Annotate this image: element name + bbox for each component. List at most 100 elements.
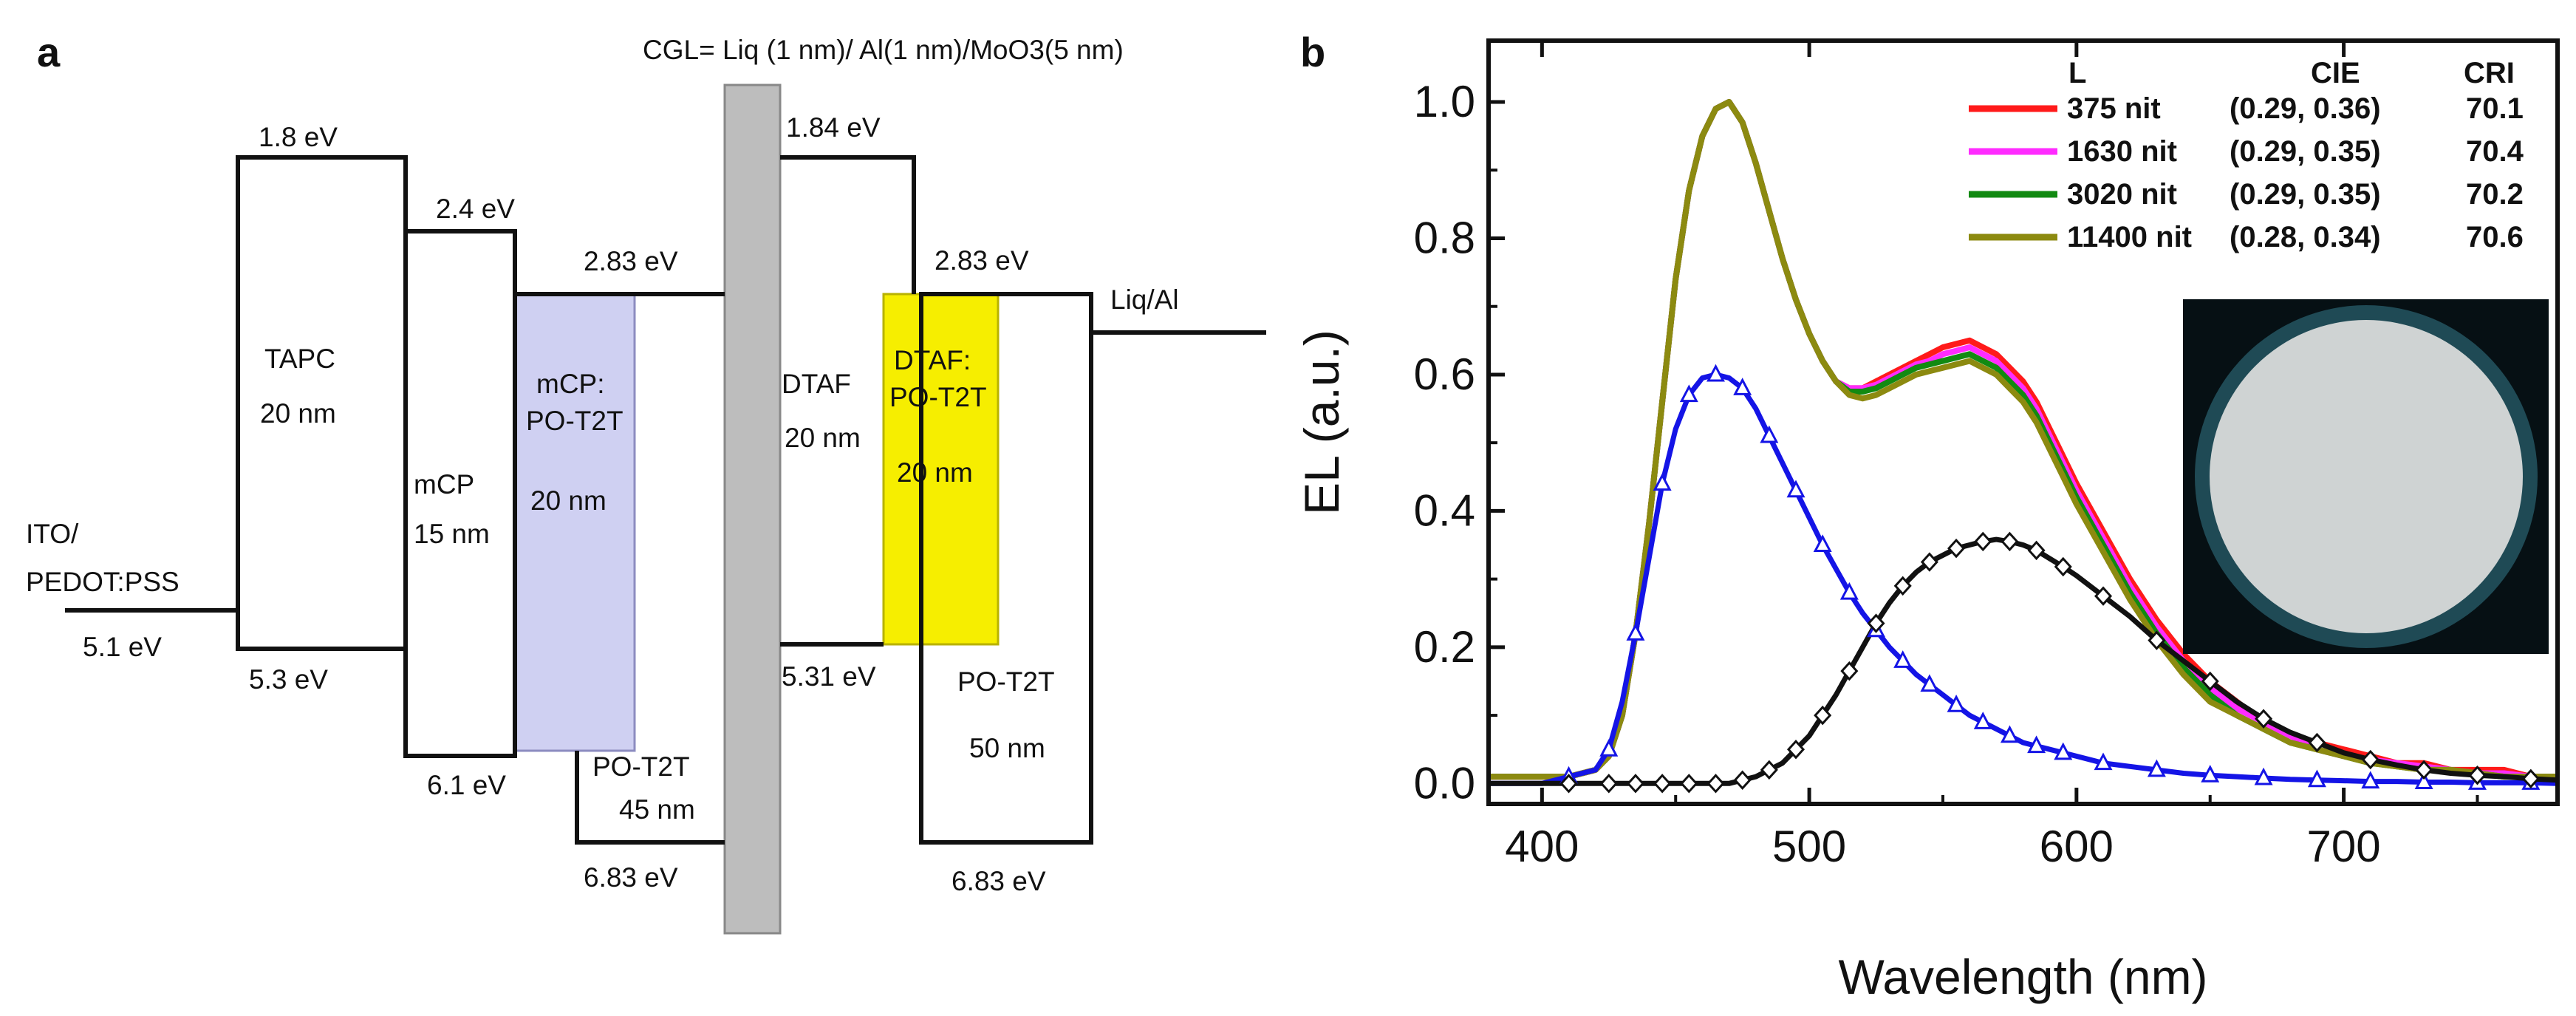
legend-cri-1: 70.4 (2466, 135, 2524, 168)
blue-eml-block (513, 293, 636, 752)
dtaf-thickness: 20 nm (785, 423, 861, 453)
series-marker-5 (1760, 760, 1778, 780)
series-marker-5 (1706, 774, 1725, 794)
series-marker-4 (2000, 725, 2019, 743)
mcp-layer (403, 229, 517, 758)
mcp-lumo-label: 2.4 eV (436, 194, 515, 224)
series-marker-4 (1920, 674, 1939, 692)
series-marker-4 (2201, 765, 2220, 783)
series-marker-5 (1786, 739, 1805, 760)
blue-eml-thickness: 20 nm (530, 485, 607, 516)
pot2t2-thickness: 50 nm (969, 733, 1045, 763)
pot2t2-homo-label: 6.83 eV (952, 866, 1046, 896)
x-axis-label: Wavelength (nm) (1838, 949, 2207, 1004)
series-marker-5 (1974, 531, 1992, 552)
blue-eml-label-2: PO-T2T (526, 406, 623, 436)
series-marker-4 (1706, 364, 1725, 382)
y-tick-label-0: 0.0 (1414, 758, 1475, 808)
panel-a-letter: a (37, 29, 61, 75)
series-marker-5 (1559, 774, 1578, 794)
series-marker-5 (2361, 749, 2379, 770)
series-marker-4 (1893, 650, 1913, 668)
series-marker-4 (1653, 473, 1672, 491)
series-marker-5 (1840, 661, 1859, 681)
pot2t2-lumo-label: 2.83 eV (935, 245, 1029, 276)
yellow-eml-thickness: 20 nm (897, 457, 973, 488)
legend-luminance-1: 1630 nit (2067, 135, 2177, 168)
plot-lines (1489, 99, 2558, 786)
series-marker-4 (2414, 771, 2433, 789)
series-marker-4 (1626, 623, 1645, 641)
series-marker-5 (1814, 705, 1832, 726)
x-tick-label-1: 500 (1772, 822, 1846, 871)
series-marker-5 (2308, 732, 2326, 753)
series-marker-5 (1733, 770, 1752, 790)
series-marker-4 (2307, 769, 2326, 788)
series-marker-4 (2094, 752, 2113, 771)
cgl-label: CGL= Liq (1 nm)/ Al(1 nm)/MoO3(5 nm) (643, 35, 1124, 65)
blue-eml-label-1: mCP: (536, 369, 605, 399)
x-tick-label-2: 600 (2040, 822, 2114, 871)
dtaf-name: DTAF (782, 369, 851, 399)
series-marker-5 (1653, 774, 1672, 794)
series-marker-5 (1680, 774, 1698, 794)
dtaf-lumo (780, 155, 916, 294)
legend-header-cri: CRI (2464, 57, 2515, 89)
series-marker-5 (1599, 774, 1618, 794)
legend: L CIE CRI 375 nit (0.29, 0.36) 70.1 1630 ni… (1969, 57, 2524, 253)
x-tick-label-3: 700 (2307, 822, 2381, 871)
mcp-name: mCP (414, 469, 474, 500)
series-marker-4 (1760, 425, 1779, 443)
legend-luminance-3: 11400 nit (2067, 221, 2192, 253)
ito-label-1: ITO/ (26, 519, 79, 549)
legend-cri-3: 70.6 (2466, 221, 2524, 253)
series-marker-4 (1973, 712, 1992, 729)
x-tick-label-0: 400 (1505, 822, 1579, 871)
legend-rows: 375 nit (0.29, 0.36) 70.1 1630 nit (0.29, 0.… (1969, 92, 2524, 253)
series-marker-5 (2521, 768, 2540, 789)
legend-header-l: L (2068, 57, 2086, 89)
series-marker-4 (2361, 771, 2380, 789)
inset-emitting-disk (2210, 320, 2523, 633)
y-tick-label-1: 0.2 (1414, 622, 1475, 672)
series-marker-5 (2094, 586, 2113, 606)
legend-cie-0: (0.29, 0.36) (2230, 92, 2381, 125)
mcp-thickness: 15 nm (414, 519, 490, 549)
series-marker-4 (1679, 384, 1698, 403)
legend-header-cie: CIE (2311, 57, 2360, 89)
pot2t2-name: PO-T2T (957, 666, 1055, 697)
series-marker-4 (2027, 735, 2046, 754)
series-marker-5 (2468, 766, 2487, 785)
series-marker-5 (1920, 552, 1938, 572)
legend-cie-1: (0.29, 0.35) (2230, 135, 2381, 168)
pot2t-homo-1 (575, 751, 725, 845)
series-marker-4 (1947, 695, 1966, 712)
series-marker-5 (2415, 760, 2433, 780)
series-line-3 (1489, 99, 2558, 780)
series-marker-4 (1839, 582, 1859, 600)
legend-luminance-2: 3020 nit (2067, 178, 2177, 211)
dtaf-homo-label: 5.31 eV (782, 661, 876, 692)
legend-cie-3: (0.28, 0.34) (2230, 221, 2381, 253)
tapc-name: TAPC (264, 344, 335, 374)
tapc-homo-label: 5.3 eV (249, 664, 328, 695)
axes: 400 500 600 700 0.0 0.2 0.4 0.6 0.8 1.0 (1414, 38, 2560, 871)
legend-cri-0: 70.1 (2466, 92, 2524, 125)
plot-markers (1559, 364, 2541, 794)
el-spectrum-chart: b L CIE CRI 375 nit (0.29, 0.36) 70.1 1630 … (1294, 29, 2560, 1004)
series-marker-4 (1813, 534, 1832, 553)
energy-level-diagram: a CGL= Liq (1 nm)/ Al(1 nm)/MoO3(5 nm) I… (26, 29, 1266, 935)
device-photo-inset (2183, 299, 2549, 654)
series-marker-5 (2054, 556, 2072, 577)
series-marker-4 (1733, 378, 1752, 395)
series-marker-5 (1947, 538, 1966, 559)
tapc-lumo-label: 1.8 eV (259, 122, 338, 152)
y-tick-label-5: 1.0 (1414, 77, 1475, 126)
y-tick-label-4: 0.8 (1414, 213, 1475, 262)
yellow-eml-block (882, 293, 1000, 646)
dtaf-lumo-label: 1.84 eV (786, 112, 881, 143)
series-marker-4 (1599, 738, 1619, 757)
series-marker-4 (2054, 742, 2073, 760)
panel-b-letter: b (1300, 29, 1325, 75)
